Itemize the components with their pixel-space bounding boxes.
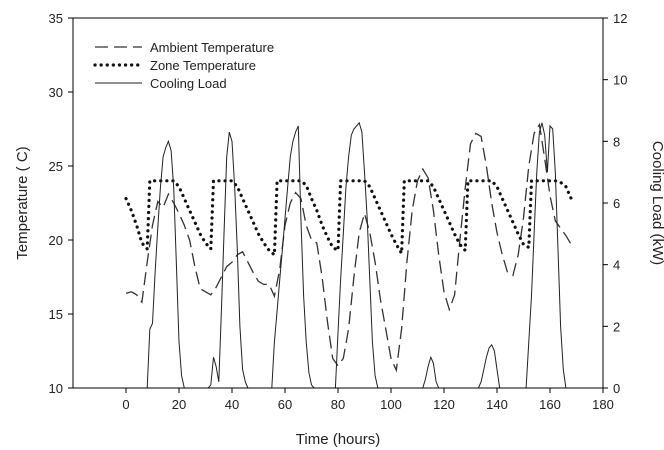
series-line-0 [125, 122, 572, 373]
x-tick-label-7: 140 [486, 397, 508, 412]
legend-label-cooling-load: Cooling Load [150, 76, 227, 91]
legend-label-ambient-temperature: Ambient Temperature [150, 40, 274, 55]
series-line-1 [124, 179, 573, 259]
y-left-tick-label-2: 20 [49, 233, 63, 248]
axis-ticks-layer [68, 17, 608, 393]
tick-labels-layer: 0 20 40 60 80 100 120 140 160 180 10 15 20 25 30 35 0 2 4 6… [49, 11, 628, 412]
x-tick-label-2: 40 [225, 397, 239, 412]
x-tick-label-1: 20 [172, 397, 186, 412]
y-right-tick-label-4: 8 [613, 134, 620, 149]
y-right-tick-label-2: 4 [613, 258, 620, 273]
x-tick-label-0: 0 [122, 397, 129, 412]
y-left-tick-label-4: 30 [49, 85, 63, 100]
y-right-tick-label-5: 10 [613, 73, 627, 88]
y-left-tick-label-0: 10 [49, 381, 63, 396]
y-left-tick-label-3: 25 [49, 159, 63, 174]
y-axis-label-right: Cooling Load (kW) [649, 141, 664, 265]
x-tick-label-9: 180 [592, 397, 614, 412]
y-left-tick-label-1: 15 [49, 307, 63, 322]
legend: Ambient Temperature Zone Temperature Coo… [93, 40, 274, 91]
y-right-tick-label-3: 6 [613, 196, 620, 211]
series-layer [124, 121, 573, 389]
x-tick-label-4: 80 [331, 397, 345, 412]
x-tick-label-5: 100 [380, 397, 402, 412]
x-tick-label-3: 60 [278, 397, 292, 412]
plot-frame [72, 17, 604, 389]
y-axis-label-left: Temperature ( C) [14, 146, 31, 259]
y-left-tick-label-5: 35 [49, 11, 63, 26]
y-right-tick-label-1: 2 [613, 319, 620, 334]
y-right-tick-label-6: 12 [613, 11, 627, 26]
legend-label-zone-temperature: Zone Temperature [150, 58, 256, 73]
x-axis-label: Time (hours) [296, 431, 380, 448]
x-tick-label-6: 120 [433, 397, 455, 412]
x-tick-label-8: 160 [539, 397, 561, 412]
y-right-tick-label-0: 0 [613, 381, 620, 396]
